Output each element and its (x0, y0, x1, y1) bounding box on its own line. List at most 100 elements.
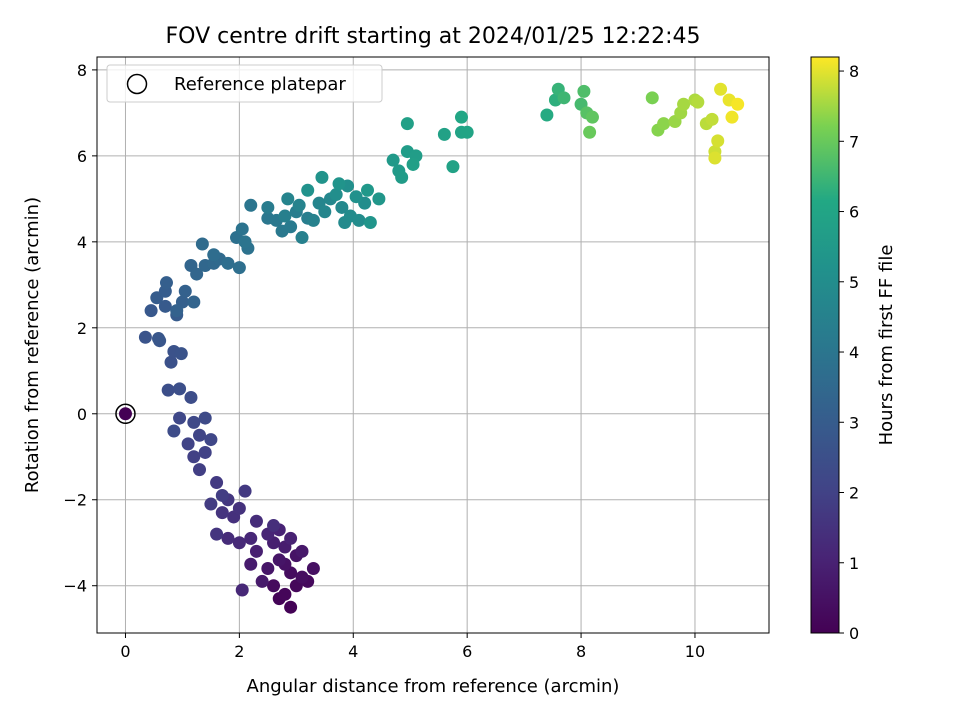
colorbar-tick-label: 6 (849, 203, 859, 222)
data-point (306, 213, 320, 227)
colorbar-gradient (810, 56, 840, 634)
data-point (585, 110, 599, 124)
data-point (278, 209, 292, 223)
data-point (181, 437, 195, 451)
reference-point-ring (115, 403, 136, 425)
data-point (187, 295, 201, 309)
data-point (284, 220, 298, 234)
data-point (184, 390, 198, 404)
plot-frame (96, 56, 770, 634)
data-point (207, 248, 221, 262)
data-point (691, 95, 705, 109)
data-point (363, 215, 377, 229)
colorbar-tick-label: 7 (849, 132, 859, 151)
data-point (267, 579, 281, 593)
y-tick-label: 2 (77, 319, 87, 338)
data-point (281, 192, 295, 206)
colorbar-ticks: 0 1 2 3 4 5 6 7 8 (839, 62, 859, 643)
data-point (204, 433, 218, 447)
data-point (198, 445, 212, 459)
data-point (210, 476, 224, 490)
data-point (272, 553, 286, 567)
colorbar-tick-label: 4 (849, 343, 859, 362)
data-point (215, 506, 229, 520)
y-tick-label: 0 (77, 405, 87, 424)
data-point (187, 450, 201, 464)
colorbar-label: Hours from first FF file (876, 245, 897, 446)
data-point (138, 330, 152, 344)
x-tick-label: 10 (685, 642, 705, 661)
data-point (261, 200, 275, 214)
data-point (540, 108, 554, 122)
data-point (161, 383, 175, 397)
data-point (255, 574, 269, 588)
x-axis-label: Angular distance from reference (arcmin) (247, 676, 620, 697)
data-point (193, 428, 207, 442)
data-point (711, 134, 725, 148)
y-tick-label: 6 (77, 147, 87, 166)
legend-box (106, 64, 383, 103)
reference-platepar-marker (115, 403, 136, 425)
data-point (158, 299, 172, 313)
data-point (315, 170, 329, 184)
data-point (164, 355, 178, 369)
y-axis-ticks: −4 −2 0 2 4 6 8 (63, 61, 97, 596)
data-point (195, 237, 209, 251)
data-point (173, 382, 187, 396)
data-point (238, 484, 252, 498)
chart-title: FOV centre drift starting at 2024/01/25 … (166, 24, 701, 49)
data-point (406, 157, 420, 171)
data-point (725, 110, 739, 124)
data-point (332, 177, 346, 191)
y-tick-label: 8 (77, 61, 87, 80)
data-point (170, 304, 184, 318)
data-point (386, 153, 400, 167)
data-point (152, 332, 166, 346)
colorbar-tick-label: 3 (849, 413, 859, 432)
data-point (221, 531, 235, 545)
colorbar-tick-label: 0 (849, 624, 859, 643)
legend-entry-reference-platepar: Reference platepar (174, 74, 346, 95)
legend-marker-icon (126, 73, 148, 95)
data-point (278, 587, 292, 601)
data-point (187, 415, 201, 429)
data-point (352, 213, 366, 227)
data-point (714, 82, 728, 96)
data-point (372, 192, 386, 206)
data-point (292, 198, 306, 212)
data-point (204, 497, 218, 511)
data-point (244, 198, 258, 212)
data-point (144, 304, 158, 318)
data-point (301, 183, 315, 197)
data-point (178, 284, 192, 298)
data-point (190, 267, 204, 281)
data-point (221, 256, 235, 270)
data-point (557, 91, 571, 105)
colorbar-tick-label: 2 (849, 484, 859, 503)
data-point (267, 519, 281, 533)
data-point (400, 117, 414, 131)
data-point (446, 160, 460, 174)
data-point (167, 424, 181, 438)
y-axis-label: Rotation from reference (arcmin) (22, 197, 43, 493)
data-point (173, 411, 187, 425)
data-point (238, 235, 252, 249)
data-point (232, 501, 246, 515)
colorbar-tick-label: 5 (849, 273, 859, 292)
data-point (705, 112, 719, 126)
data-point (210, 527, 224, 541)
data-point (306, 562, 320, 576)
data-point (249, 514, 263, 528)
x-tick-label: 6 (462, 642, 472, 661)
data-point (361, 183, 375, 197)
data-point (235, 583, 249, 597)
data-point (235, 222, 249, 236)
data-point (329, 188, 343, 202)
data-point (232, 261, 246, 275)
x-axis-ticks: 0 2 4 6 8 10 (120, 633, 705, 661)
data-point (295, 544, 309, 558)
y-tick-label: 4 (77, 233, 87, 252)
data-point (454, 110, 468, 124)
data-point (159, 276, 173, 290)
